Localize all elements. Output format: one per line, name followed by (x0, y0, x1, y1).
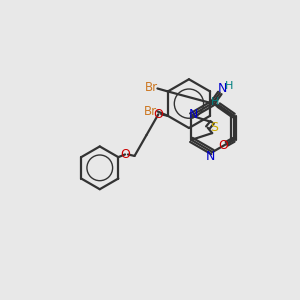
Text: N: N (189, 107, 198, 121)
Text: Br: Br (144, 105, 158, 118)
Text: O: O (153, 108, 163, 121)
Text: Br: Br (145, 81, 158, 94)
Text: O: O (120, 148, 130, 161)
Text: N: N (206, 150, 216, 163)
Text: H: H (211, 97, 219, 106)
Text: H: H (225, 80, 233, 91)
Text: O: O (218, 139, 228, 152)
Text: S: S (210, 121, 218, 134)
Text: N: N (218, 82, 227, 95)
